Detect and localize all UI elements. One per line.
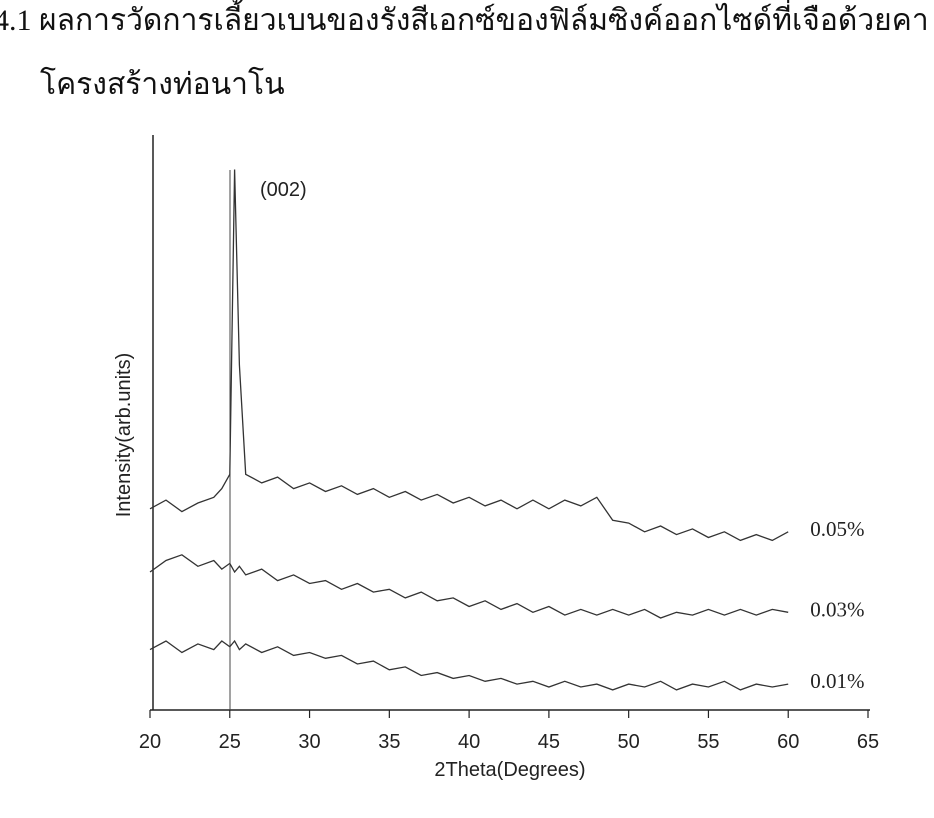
caption-line: โครงสร้างท่อนาโน [40,66,285,101]
x-axis-title: 2Theta(Degrees) [434,759,585,781]
series-line [149,554,789,619]
series-line [149,169,789,542]
x-tick-label: 65 [857,731,879,753]
annotation: (002) [260,179,307,201]
y-axis-title: Intensity(arb.units) [113,353,135,518]
x-tick-label: 50 [618,731,640,753]
series-line [149,639,789,691]
series-label: 0.03% [810,597,864,621]
x-tick-label: 35 [378,731,400,753]
x-tick-label: 25 [219,731,241,753]
x-tick-label: 55 [697,731,719,753]
series-label: 0.01% [810,669,864,693]
x-tick-label: 60 [777,731,799,753]
caption-line: 4.1 ผลการวัดการเลี้ยวเบนของรังสีเอกซ์ของ… [0,0,929,37]
x-tick-label: 20 [139,731,161,753]
series-label: 0.05% [810,517,864,541]
x-tick-label: 30 [298,731,320,753]
x-tick-label: 45 [538,731,560,753]
x-tick-label: 40 [458,731,480,753]
